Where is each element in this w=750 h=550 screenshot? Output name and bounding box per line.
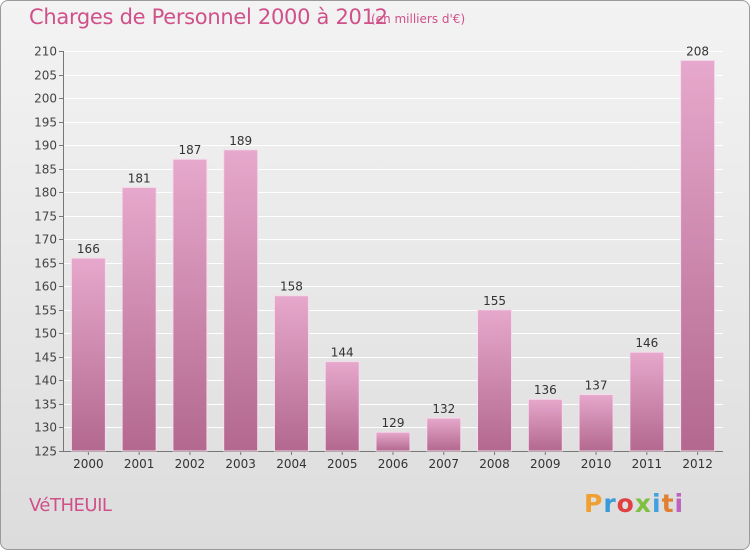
- x-tick-label: 2002: [175, 457, 206, 471]
- y-tick-label: 190: [34, 139, 57, 153]
- logo-letter: o: [616, 489, 635, 518]
- bar-value-label: 132: [432, 402, 455, 416]
- y-tick-label: 125: [34, 445, 57, 459]
- bars: [70, 59, 716, 452]
- bar: [527, 398, 563, 452]
- grid-lines: [63, 51, 723, 452]
- y-tick-label: 170: [34, 233, 57, 247]
- y-tick-label: 150: [34, 327, 57, 341]
- bar-value-label: 137: [585, 379, 608, 393]
- labels: 125 130 135 140 145 150 155 160 165 170 175 180 185 1…: [34, 44, 713, 471]
- y-tick-label: 165: [34, 257, 57, 271]
- x-tick-label: 2005: [327, 457, 358, 471]
- y-tick-label: 180: [34, 186, 57, 200]
- bar: [324, 361, 360, 452]
- x-tick-label: 2003: [225, 457, 256, 471]
- bar: [578, 394, 614, 452]
- chart-subtitle: (en milliers d'€): [371, 12, 466, 26]
- bar: [223, 149, 259, 452]
- axes: [59, 51, 723, 455]
- bar-value-label: 208: [686, 44, 709, 58]
- bar: [375, 431, 411, 452]
- x-tick-label: 2010: [581, 457, 612, 471]
- bar: [70, 257, 106, 452]
- bar-value-label: 129: [382, 416, 405, 430]
- logo-letter: i: [652, 489, 662, 518]
- bar: [172, 158, 208, 452]
- y-tick-label: 185: [34, 163, 57, 177]
- proxiti-logo[interactable]: Proxiti: [584, 489, 684, 518]
- logo-letter: i: [674, 489, 685, 518]
- commune-name: VéTHEUIL: [29, 495, 112, 516]
- x-tick-label: 2009: [530, 457, 561, 471]
- y-tick-label: 130: [34, 421, 57, 435]
- y-tick-label: 145: [34, 351, 57, 365]
- bar-value-label: 136: [534, 383, 557, 397]
- logo-letter: t: [661, 489, 675, 518]
- x-tick-label: 2004: [276, 457, 307, 471]
- bar-value-label: 158: [280, 280, 303, 294]
- x-tick-label: 2006: [378, 457, 409, 471]
- x-tick-label: 2001: [124, 457, 155, 471]
- logo-letter: x: [634, 489, 652, 518]
- x-tick-label: 2011: [632, 457, 663, 471]
- y-tick-label: 200: [34, 92, 57, 106]
- y-tick-label: 195: [34, 116, 57, 130]
- bar-value-label: 144: [331, 346, 354, 360]
- bar: [426, 417, 462, 452]
- bar: [273, 295, 309, 452]
- x-tick-label: 2000: [73, 457, 104, 471]
- logo-letter: r: [603, 489, 617, 518]
- bar-value-label: 181: [128, 171, 151, 185]
- y-tick-label: 140: [34, 374, 57, 388]
- bar-value-label: 155: [483, 294, 506, 308]
- bar-value-label: 146: [635, 336, 658, 350]
- bar: [477, 309, 513, 452]
- x-tick-label: 2007: [428, 457, 459, 471]
- bar-value-label: 187: [178, 143, 201, 157]
- y-tick-label: 210: [34, 45, 57, 59]
- bar-value-label: 189: [229, 134, 252, 148]
- bar: [680, 59, 716, 452]
- x-tick-label: 2008: [479, 457, 510, 471]
- y-tick-label: 205: [34, 69, 57, 83]
- bar: [629, 351, 665, 452]
- logo-letter: P: [584, 489, 604, 518]
- bar: [121, 186, 157, 452]
- chart-title: Charges de Personnel 2000 à 2012: [29, 5, 388, 29]
- y-tick-label: 160: [34, 280, 57, 294]
- y-tick-label: 175: [34, 210, 57, 224]
- y-tick-label: 155: [34, 304, 57, 318]
- y-tick-label: 135: [34, 398, 57, 412]
- bar-value-label: 166: [77, 242, 100, 256]
- x-tick-label: 2012: [682, 457, 713, 471]
